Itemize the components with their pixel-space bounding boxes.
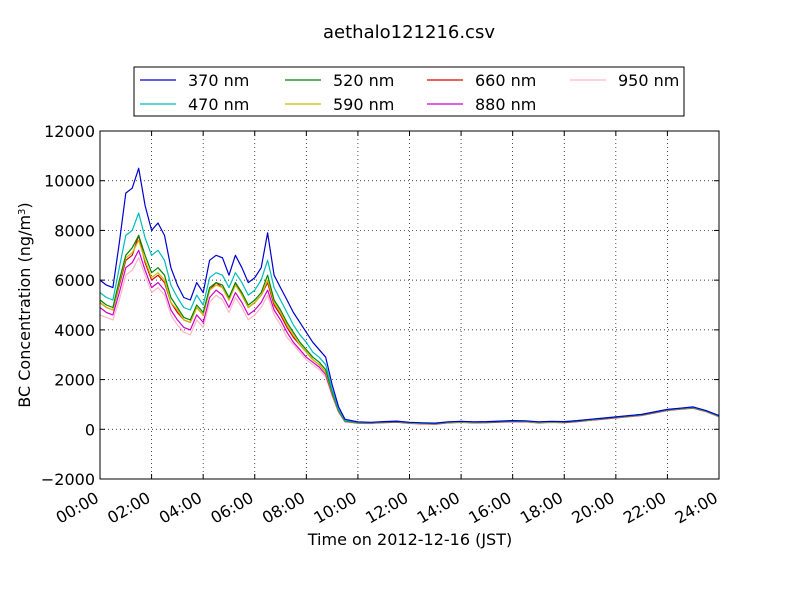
y-axis-label-sup: 3 [17,209,28,215]
legend-label: 520 nm [333,71,394,90]
series-line-370-nm [99,167,720,424]
y-axis-label: BC Concentration (ng/m3) [15,202,34,407]
legend-label: 660 nm [475,71,536,90]
y-tick-label: 6000 [54,271,95,290]
y-axis-label-end: ) [15,202,34,208]
y-tick-label: −2000 [41,470,95,489]
y-axis-label-main: BC Concentration (ng/m [15,215,34,408]
legend-label: 880 nm [475,95,536,114]
y-tick-labels: −2000 0 2000 4000 6000 8000 10000 12000 [41,122,95,489]
y-tick-label: 12000 [44,122,95,141]
legend-label: 950 nm [618,71,679,90]
series-lines [99,167,720,425]
y-tick-label: 10000 [44,172,95,191]
legend: 370 nm 470 nm 520 nm 590 nm 660 nm 880 nm 950 … [140,71,679,114]
legend-label: 370 nm [188,71,249,90]
x-axis-label: Time on 2012-12-16 (JST) [307,530,512,549]
y-tick-label: 2000 [54,371,95,390]
chart-title: aethalo121216.csv [323,22,495,43]
y-tick-label: 8000 [54,221,95,240]
y-tick-label: 4000 [54,321,95,340]
legend-label: 470 nm [188,95,249,114]
legend-label: 590 nm [333,95,394,114]
legend-box [133,66,685,117]
axis-ticks [99,130,720,480]
y-tick-label: 0 [85,420,95,439]
